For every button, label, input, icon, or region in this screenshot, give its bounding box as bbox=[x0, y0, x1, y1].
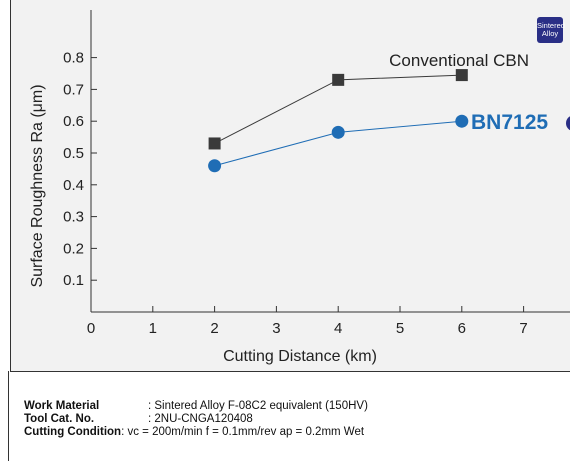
y-tick-label: 0.4 bbox=[63, 177, 84, 194]
y-tick-label: 0.6 bbox=[63, 113, 84, 130]
x-tick-label: 0 bbox=[87, 320, 95, 337]
surface-roughness-chart: 0.1 0.2 0.3 0.4 0.5 0.6 0.7 0.8 0 1 2 3 4 5 6 7 Convent… bbox=[29, 10, 570, 365]
data-point-square bbox=[208, 137, 221, 150]
x-tick-label: 3 bbox=[272, 320, 280, 337]
x-tick-label: 4 bbox=[334, 320, 342, 337]
data-point-square bbox=[332, 73, 345, 86]
badge-line-1: Sintered bbox=[537, 21, 565, 30]
y-tick-label: 0.3 bbox=[63, 209, 84, 226]
series-label-bn7125: BN7125 bbox=[471, 111, 548, 134]
condition-row: Work Material : Sintered Alloy F-08C2 eq… bbox=[24, 400, 368, 413]
y-tick-label: 0.2 bbox=[63, 240, 84, 257]
y-tick-label: 0.1 bbox=[63, 272, 84, 289]
x-axis-label: Cutting Distance (km) bbox=[223, 348, 377, 365]
badge-line-2: Alloy bbox=[541, 29, 559, 38]
y-axis-label: Surface Roughness Ra (μm) bbox=[29, 84, 46, 287]
chart-panel bbox=[10, 0, 570, 372]
condition-label: Work Material bbox=[24, 400, 100, 412]
series-label-conventional-cbn: Conventional CBN bbox=[389, 51, 529, 70]
condition-row: Cutting Condition : vc = 200m/min f = 0.… bbox=[24, 426, 368, 439]
condition-value: : 2NU-CNGA120408 bbox=[148, 413, 253, 425]
divider-line bbox=[8, 371, 9, 461]
y-tick-label: 0.8 bbox=[63, 50, 84, 67]
chart-series: Conventional CBN BN7125 bbox=[208, 51, 570, 173]
x-tick-label: 6 bbox=[458, 320, 466, 337]
x-tick-label: 2 bbox=[210, 320, 218, 337]
y-tick-label: 0.7 bbox=[63, 81, 84, 98]
data-point-circle bbox=[455, 114, 469, 128]
condition-label: Tool Cat. No. bbox=[24, 413, 95, 425]
y-tick-label: 0.5 bbox=[63, 145, 84, 162]
x-tick-label: 5 bbox=[396, 320, 404, 337]
data-point-circle bbox=[208, 159, 222, 173]
condition-value: : Sintered Alloy F-08C2 equivalent (150H… bbox=[148, 400, 368, 412]
condition-row: Tool Cat. No. : 2NU-CNGA120408 bbox=[24, 413, 368, 426]
x-tick-label: 7 bbox=[519, 320, 527, 337]
chart-axes bbox=[90, 10, 570, 313]
x-tick-label: 1 bbox=[149, 320, 157, 337]
condition-value: : vc = 200m/min f = 0.1mm/rev ap = 0.2mm… bbox=[121, 426, 365, 438]
data-point-square bbox=[455, 69, 468, 82]
bn7125-marker-dot bbox=[566, 116, 570, 131]
test-conditions: Work Material : Sintered Alloy F-08C2 eq… bbox=[24, 400, 368, 439]
sintered-alloy-badge: Sintered Alloy bbox=[537, 17, 565, 43]
data-point-circle bbox=[331, 125, 345, 139]
tick-labels: 0.1 0.2 0.3 0.4 0.5 0.6 0.7 0.8 0 1 2 3 4 5 6 7 bbox=[63, 50, 528, 337]
condition-label: Cutting Condition bbox=[24, 426, 122, 438]
